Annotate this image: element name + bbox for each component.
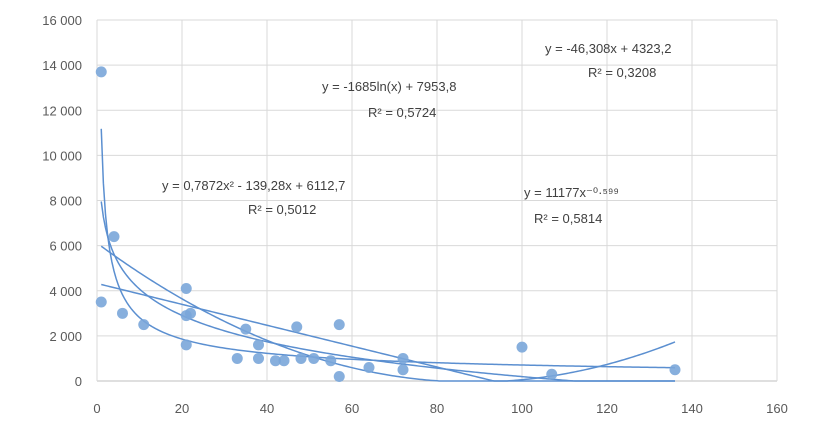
scatter-point <box>108 231 120 243</box>
scatter-point <box>240 323 252 335</box>
scatter-point <box>185 307 196 319</box>
x-axis-ticks: 0 20 40 60 80 100 120 140 160 <box>93 401 787 416</box>
scatter-point <box>270 355 281 367</box>
scatter-point <box>295 352 307 364</box>
trendlines <box>100 128 676 382</box>
y-tick-label: 10 000 <box>42 148 82 163</box>
power-equation-label: y = 11177x⁻⁰·⁵⁹⁹ <box>524 185 619 200</box>
trendline-log <box>100 201 675 382</box>
scatter-point <box>325 355 337 367</box>
scatter-point <box>397 352 409 364</box>
y-tick-label: 0 <box>75 374 82 389</box>
y-tick-label: 8 000 <box>49 194 82 209</box>
scatter-point <box>278 355 290 367</box>
x-tick-label: 120 <box>596 401 618 416</box>
linear-r2-label: R² = 0,3208 <box>588 65 656 80</box>
log-equation-label: y = -1685ln(x) + 7953,8 <box>322 79 456 94</box>
scatter-point <box>253 339 264 351</box>
y-axis-ticks: 0 2 000 4 000 6 000 8 000 10 000 12 000 14 000 1… <box>42 13 82 389</box>
y-tick-label: 2 000 <box>49 329 82 344</box>
data-points <box>95 66 681 382</box>
x-tick-label: 20 <box>175 401 189 416</box>
y-tick-label: 6 000 <box>49 239 82 254</box>
scatter-point <box>95 296 107 308</box>
poly-r2-label: R² = 0,5012 <box>248 202 316 217</box>
x-tick-label: 40 <box>260 401 274 416</box>
scatter-point <box>138 319 150 331</box>
x-tick-label: 60 <box>345 401 359 416</box>
scatter-point <box>363 361 375 373</box>
x-tick-label: 160 <box>766 401 788 416</box>
x-tick-label: 0 <box>93 401 100 416</box>
x-tick-label: 80 <box>430 401 444 416</box>
scatter-point <box>180 282 192 294</box>
scatter-point <box>95 66 107 78</box>
scatter-point <box>231 352 243 364</box>
linear-equation-label: y = -46,308x + 4323,2 <box>545 41 671 56</box>
x-tick-label: 100 <box>511 401 533 416</box>
scatter-point <box>397 364 409 376</box>
power-r2-label: R² = 0,5814 <box>534 211 602 226</box>
y-tick-label: 16 000 <box>42 13 82 28</box>
x-tick-label: 140 <box>681 401 703 416</box>
scatter-point <box>333 370 345 382</box>
scatter-point <box>308 352 320 364</box>
grid-lines <box>96 19 778 382</box>
y-tick-label: 4 000 <box>49 284 82 299</box>
scatter-point <box>546 368 558 380</box>
scatter-point <box>516 341 528 353</box>
log-r2-label: R² = 0,5724 <box>368 105 436 120</box>
trendline-power <box>100 128 676 369</box>
y-tick-label: 12 000 <box>42 103 82 118</box>
scatter-point <box>669 364 681 376</box>
scatter-point <box>333 319 345 331</box>
scatter-point <box>253 352 264 364</box>
y-tick-label: 14 000 <box>42 58 82 73</box>
scatter-point <box>117 307 128 319</box>
scatter-point <box>180 339 192 351</box>
trendline-poly2 <box>100 245 676 382</box>
poly-equation-label: y = 0,7872x² - 139,28x + 6112,7 <box>162 178 345 193</box>
scatter-point <box>291 321 303 333</box>
